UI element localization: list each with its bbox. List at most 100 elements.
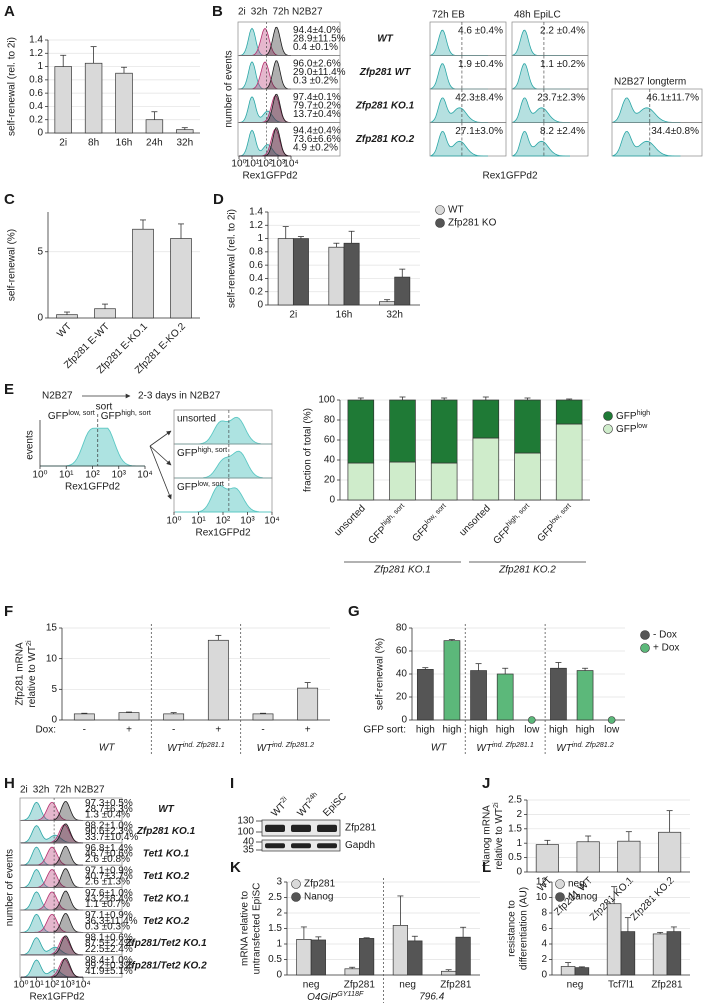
legend-label: 32h — [251, 7, 268, 18]
panel-letter: F — [4, 603, 13, 620]
y-tick-label: 100 — [318, 395, 335, 406]
bar — [576, 670, 594, 721]
error-bar — [260, 712, 266, 714]
panel-letter: D — [213, 191, 224, 208]
group-label: 796.4 — [419, 992, 444, 1003]
error-bar — [90, 46, 97, 64]
bar — [296, 938, 312, 976]
y-axis-label: fraction of total (%) — [303, 408, 314, 492]
error-bar — [582, 667, 589, 671]
error-bar — [448, 639, 455, 641]
x-tick-label: 16h — [116, 138, 133, 149]
bar — [132, 228, 154, 319]
y-axis-label: differentiation (AU) — [519, 887, 530, 970]
marker-label: 100 — [237, 827, 254, 838]
y-tick-label: 40 — [396, 669, 408, 680]
x-tick-label: + — [126, 725, 132, 736]
error-bar — [524, 397, 531, 400]
stat-label: 94.4±0.4% — [293, 126, 341, 137]
row-label: Tet2 KO.1 — [143, 893, 190, 904]
histogram-curve — [612, 130, 681, 157]
error-bar — [566, 398, 573, 400]
y-tick-label: 0.4 — [29, 101, 43, 112]
lane-label: WT24h — [293, 790, 322, 819]
bar — [496, 673, 514, 721]
error-bar — [170, 712, 177, 714]
stat-label: 0.3 ±0.2% — [293, 75, 338, 86]
y-tick-label: 1.2 — [29, 48, 43, 59]
error-bar — [578, 966, 585, 968]
legend-label: 2i — [238, 7, 246, 18]
legend-label: 72h N2B27 — [272, 7, 322, 18]
stat-label: 96.8±1.4% — [85, 843, 133, 854]
stat-label: 40.7±3.7% — [85, 871, 133, 882]
error-bar — [215, 634, 222, 641]
stat-label: 28.9±11.5% — [293, 33, 346, 44]
stat-label: 13.7±0.4% — [293, 109, 341, 120]
stat-label: 8.2 ±2.4% — [540, 126, 585, 137]
x-tick-label: 10⁰ — [231, 159, 246, 170]
histogram-curve — [512, 130, 570, 157]
y-axis-label: untransfected EpiSC — [252, 883, 263, 975]
error-bar — [544, 839, 551, 845]
row-label: Zfp281/Tet2 KO.2 — [124, 961, 207, 972]
bar — [292, 238, 309, 306]
error-bar — [625, 831, 632, 842]
panel-letter: H — [4, 775, 15, 792]
y-tick-label: 1.4 — [249, 207, 263, 218]
error-bar — [64, 311, 70, 315]
y-tick-label: 0 — [37, 128, 43, 139]
y-tick-label: 2 — [541, 954, 547, 965]
group-label: O4GiPGY118F — [307, 989, 364, 1003]
marker-label: 130 — [237, 816, 254, 827]
panel-letter: G — [348, 603, 360, 620]
y-tick-label: 5 — [51, 684, 57, 695]
y-tick-label: 1.2 — [249, 220, 263, 231]
group-label: WTind. Zfp281.2 — [556, 740, 614, 754]
x-tick-label: 10³ — [240, 516, 255, 527]
y-tick-label: 0.6 — [29, 88, 43, 99]
stat-label: 1.1 ±0.7% — [85, 899, 130, 910]
y-tick-label: 0 — [257, 300, 263, 311]
x-tick-label: 24h — [146, 138, 163, 149]
error-bar — [565, 962, 572, 967]
legend-swatch — [435, 205, 445, 215]
bar — [430, 462, 458, 501]
x-axis-label: Rex1GFPd2 — [29, 992, 84, 1003]
legend-label: 72h N2B27 — [54, 785, 104, 796]
band-label: Gapdh — [345, 840, 375, 851]
y-tick-label: 0 — [329, 495, 335, 506]
error-bar — [399, 396, 406, 400]
x-tick-label: 10¹ — [29, 980, 44, 991]
x-tick-label: Zfp281 — [344, 980, 376, 991]
bar — [252, 713, 274, 721]
histogram-curve — [40, 427, 145, 467]
y-tick-label: 2.5 — [508, 795, 522, 806]
y-tick-label: 3 — [276, 877, 282, 888]
x-tick-label: 32h — [176, 138, 193, 149]
x-tick-label: Zfp281 — [651, 980, 683, 991]
stat-label: 97.1±0.9% — [85, 865, 133, 876]
stat-label: 98.2±1.0% — [85, 821, 133, 832]
bar — [617, 840, 641, 873]
x-axis-label: Rex1GFPd2 — [482, 171, 537, 182]
x-tick-label: unsorted — [458, 503, 493, 538]
group-label: WTind. Zfp281.1 — [167, 740, 225, 754]
stat-label: 97.4±0.1% — [293, 92, 341, 103]
y-tick-label: 20 — [324, 475, 336, 486]
bar — [94, 308, 116, 319]
y-tick-label: 10 — [46, 653, 58, 664]
legend-swatch — [640, 630, 650, 640]
row-label: Tet1 KO.2 — [143, 871, 190, 882]
error-bar — [348, 230, 355, 244]
error-bar — [441, 397, 448, 400]
y-axis-label: number of events — [224, 50, 235, 127]
x-tick-label: WT — [55, 321, 74, 340]
x-tick-label: GFPhigh, sort — [489, 501, 534, 546]
stat-label: 36.3±11.4% — [85, 916, 138, 927]
bar — [560, 966, 576, 976]
error-bar — [363, 937, 370, 939]
x-tick-label: neg — [399, 980, 416, 991]
y-tick-label: 0.6 — [249, 260, 263, 271]
panel-letter: A — [4, 3, 15, 20]
